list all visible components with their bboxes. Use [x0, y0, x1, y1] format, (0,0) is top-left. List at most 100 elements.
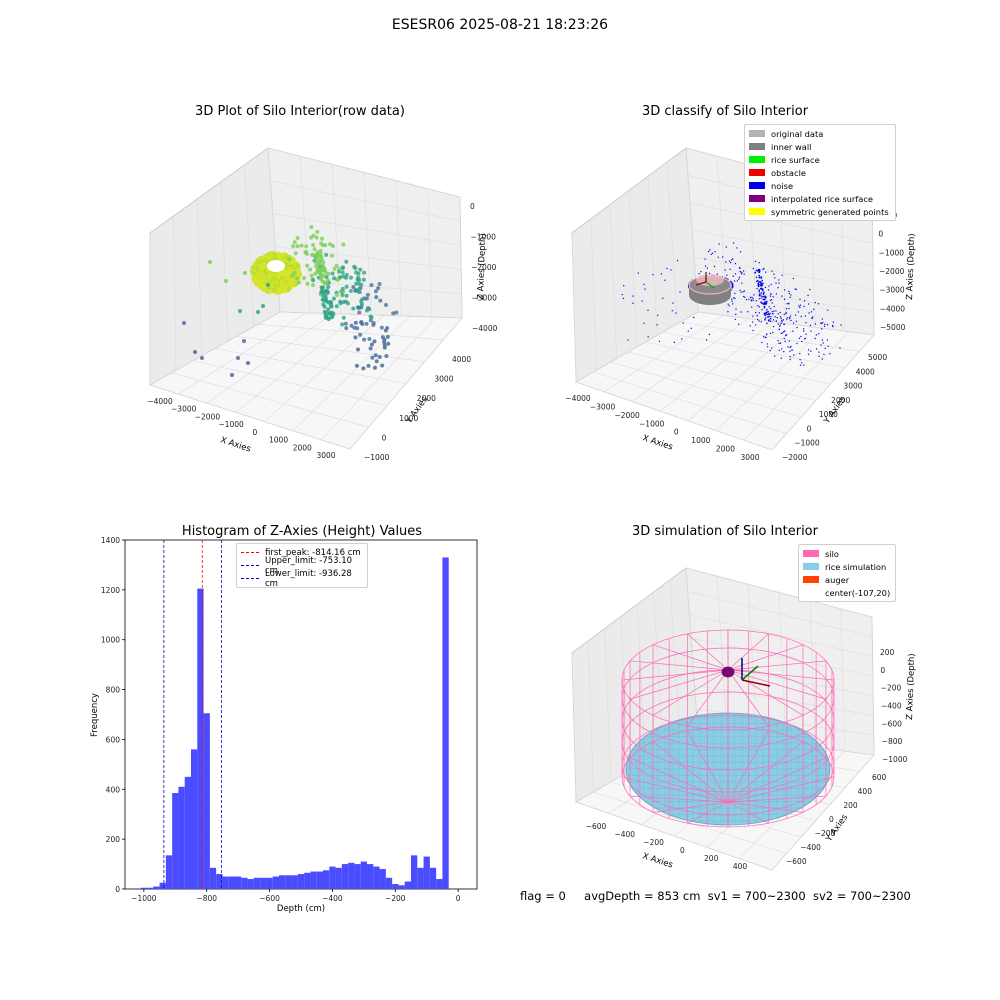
simulation-tick-labels: −600−400−2000200400−600−400−200020040060…	[586, 648, 908, 871]
simulation-x-tick: −200	[643, 838, 664, 847]
legend-label: symmetric generated points	[771, 206, 889, 217]
histogram-bar	[241, 877, 248, 889]
simulation-legend-item: center(-107,20)	[803, 586, 891, 599]
simulation-y-tick: 200	[843, 801, 858, 810]
classify-x-tick: 3000	[740, 453, 759, 462]
raw-z-tick: −3000	[472, 294, 498, 303]
legend-swatch	[749, 195, 765, 202]
classify-inner-wall	[688, 272, 732, 305]
simulation-y-tick: 600	[872, 773, 887, 782]
simulation-z-tick: −400	[881, 702, 902, 711]
histogram-legend-item: Upper_limit: -753.10 cm	[241, 556, 363, 576]
histogram-bar	[216, 874, 223, 889]
legend-label: first_peak: -814.16 cm	[265, 547, 361, 558]
histogram-y-tick-label: 1400	[101, 536, 120, 545]
classify-y-tick: −1000	[794, 439, 820, 448]
simulation-z-tick: 200	[880, 648, 895, 657]
legend-line	[241, 578, 259, 579]
simulation-z-tick: −600	[881, 719, 902, 728]
histogram-title: Histogram of Z-Axies (Height) Values	[181, 524, 423, 539]
classify-y-tick: 0	[807, 424, 812, 433]
simulation-y-tick: −200	[815, 829, 836, 838]
avg-depth-value: avgDepth = 853 cm	[584, 889, 701, 903]
histogram-y-tick-label: 1200	[101, 586, 120, 595]
raw-y-tick: 3000	[434, 375, 453, 384]
status-footer: flag = 0 avgDepth = 853 cm sv1 = 700~230…	[520, 889, 911, 903]
classify-z-axis-label: Z Axies (Depth)	[905, 233, 917, 300]
legend-swatch	[749, 143, 765, 150]
histogram-bar	[235, 876, 242, 889]
histogram-bar	[367, 864, 374, 889]
raw-z-tick: −2000	[471, 263, 497, 272]
histogram-y-tick-label: 400	[106, 785, 121, 794]
simulation-y-tick: 0	[829, 815, 834, 824]
raw-plot-title: 3D Plot of Silo Interior(row data)	[195, 104, 405, 119]
histogram-legend-item: Lower_limit: -936.28 cm	[241, 569, 363, 589]
legend-swatch	[749, 156, 765, 163]
histogram-bar	[373, 866, 380, 889]
classify-legend-item: interpolated rice surface	[749, 192, 891, 205]
classify-z-tick: −2000	[879, 267, 905, 276]
raw-z-axis-label: Z Axies (Depth)	[476, 233, 488, 300]
sv1-value: sv1 = 700~2300	[707, 889, 806, 903]
raw-x-tick: 2000	[293, 443, 312, 452]
histogram-bar	[323, 870, 330, 889]
histogram-bar	[291, 875, 298, 889]
histogram-bar	[279, 875, 286, 889]
simulation-y-tick: −400	[800, 843, 821, 852]
histogram-bar	[228, 876, 235, 889]
legend-swatch	[803, 589, 819, 596]
histogram-chart: −1000 −800 −600 −400 −200 0 0 200 400 600 800 1000…	[90, 536, 478, 914]
histogram-bar	[341, 864, 349, 889]
raw-x-tick: −1000	[218, 420, 244, 429]
legend-label: auger	[825, 574, 850, 585]
histogram-bar	[153, 886, 160, 889]
histogram-bar	[411, 855, 418, 889]
raw-y-tick: 0	[382, 433, 387, 442]
classify-legend: original data inner wall rice surface obsta…	[744, 124, 896, 221]
histogram-bar	[404, 881, 411, 889]
histogram-bar	[310, 871, 317, 889]
histogram-bar	[316, 871, 323, 889]
simulation-z-axis-label: Z Axies (Depth)	[905, 653, 917, 720]
simulation-z-tick: −800	[882, 737, 903, 746]
histogram-bar	[184, 776, 191, 889]
classify-y-tick: 4000	[856, 367, 875, 376]
histogram-y-label: Frequency	[90, 693, 100, 737]
legend-label: silo	[825, 548, 840, 559]
legend-label: obstacle	[771, 167, 806, 178]
figure-title: ESESR06 2025-08-21 18:23:26	[391, 17, 609, 33]
legend-label: original data	[771, 128, 824, 139]
histogram-bar	[392, 884, 399, 889]
histogram-y-tick-label: 0	[115, 885, 120, 894]
raw-y-tick: 1000	[399, 414, 418, 423]
legend-line	[241, 552, 259, 553]
histogram-bar	[379, 869, 386, 889]
classify-x-tick: −1000	[639, 419, 665, 428]
legend-line	[241, 565, 259, 566]
classify-plot-title: 3D classify of Silo Interior	[641, 104, 809, 119]
simulation-z-tick: −200	[881, 684, 902, 693]
legend-label: rice surface	[771, 154, 820, 165]
classify-z-tick: 0	[878, 230, 883, 239]
histogram-bar	[272, 876, 279, 889]
histogram-bar	[260, 877, 267, 889]
histogram-x-tick-label: −600	[259, 894, 280, 903]
legend-swatch	[749, 182, 765, 189]
classify-y-tick: 1000	[819, 410, 838, 419]
classify-x-tick: −4000	[565, 394, 591, 403]
simulation-x-tick: 400	[733, 862, 748, 871]
classify-y-tick: 2000	[831, 396, 850, 405]
classify-legend-item: inner wall	[749, 140, 891, 153]
histogram-y-tick-label: 200	[106, 835, 121, 844]
histogram-x-label: Depth (cm)	[277, 904, 325, 914]
histogram-bar	[222, 876, 229, 889]
histogram-bar	[253, 877, 261, 889]
classify-legend-item: original data	[749, 127, 891, 140]
raw-z-tick: 0	[470, 202, 475, 211]
simulation-y-tick: −600	[786, 857, 807, 866]
legend-swatch	[749, 169, 765, 176]
raw-x-tick: 1000	[269, 436, 288, 445]
